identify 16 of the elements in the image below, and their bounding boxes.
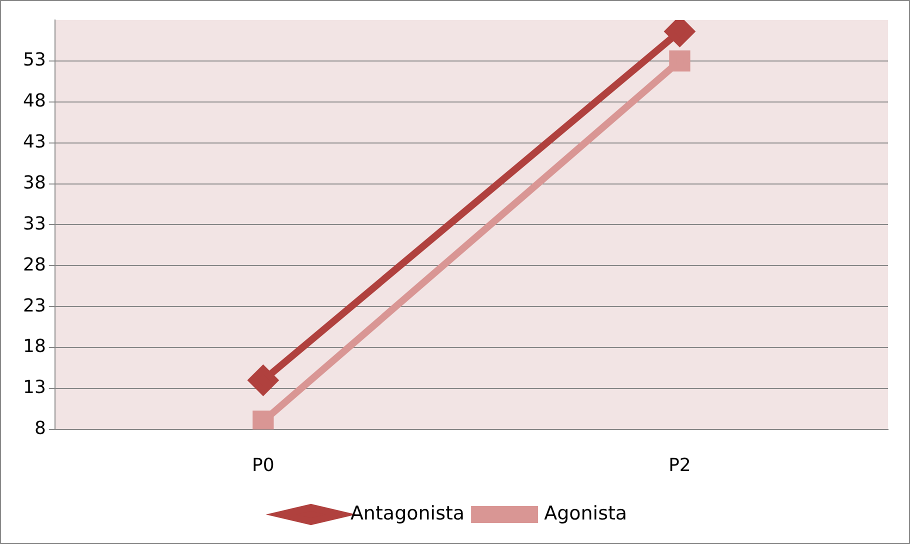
y-tick-label: 33 xyxy=(23,213,46,234)
y-tick-label: 18 xyxy=(23,336,46,358)
point xyxy=(248,366,278,395)
legend-label: Antagonista xyxy=(350,502,465,524)
y-tick-label: 43 xyxy=(23,131,46,152)
x-tick-label: P2 xyxy=(668,454,691,476)
y-tick-label: 53 xyxy=(23,50,46,71)
x-tick-label: P0 xyxy=(252,454,274,476)
y-tick-label: 13 xyxy=(23,377,46,398)
point xyxy=(669,50,690,72)
y-tick-label: 38 xyxy=(23,172,46,194)
y-tick-label: 48 xyxy=(23,90,46,112)
y-tick-label: 28 xyxy=(23,254,46,276)
legend-label: Agonista xyxy=(544,502,628,524)
y-tick-label: 23 xyxy=(23,295,46,316)
y-tick-label: 8 xyxy=(34,418,46,440)
